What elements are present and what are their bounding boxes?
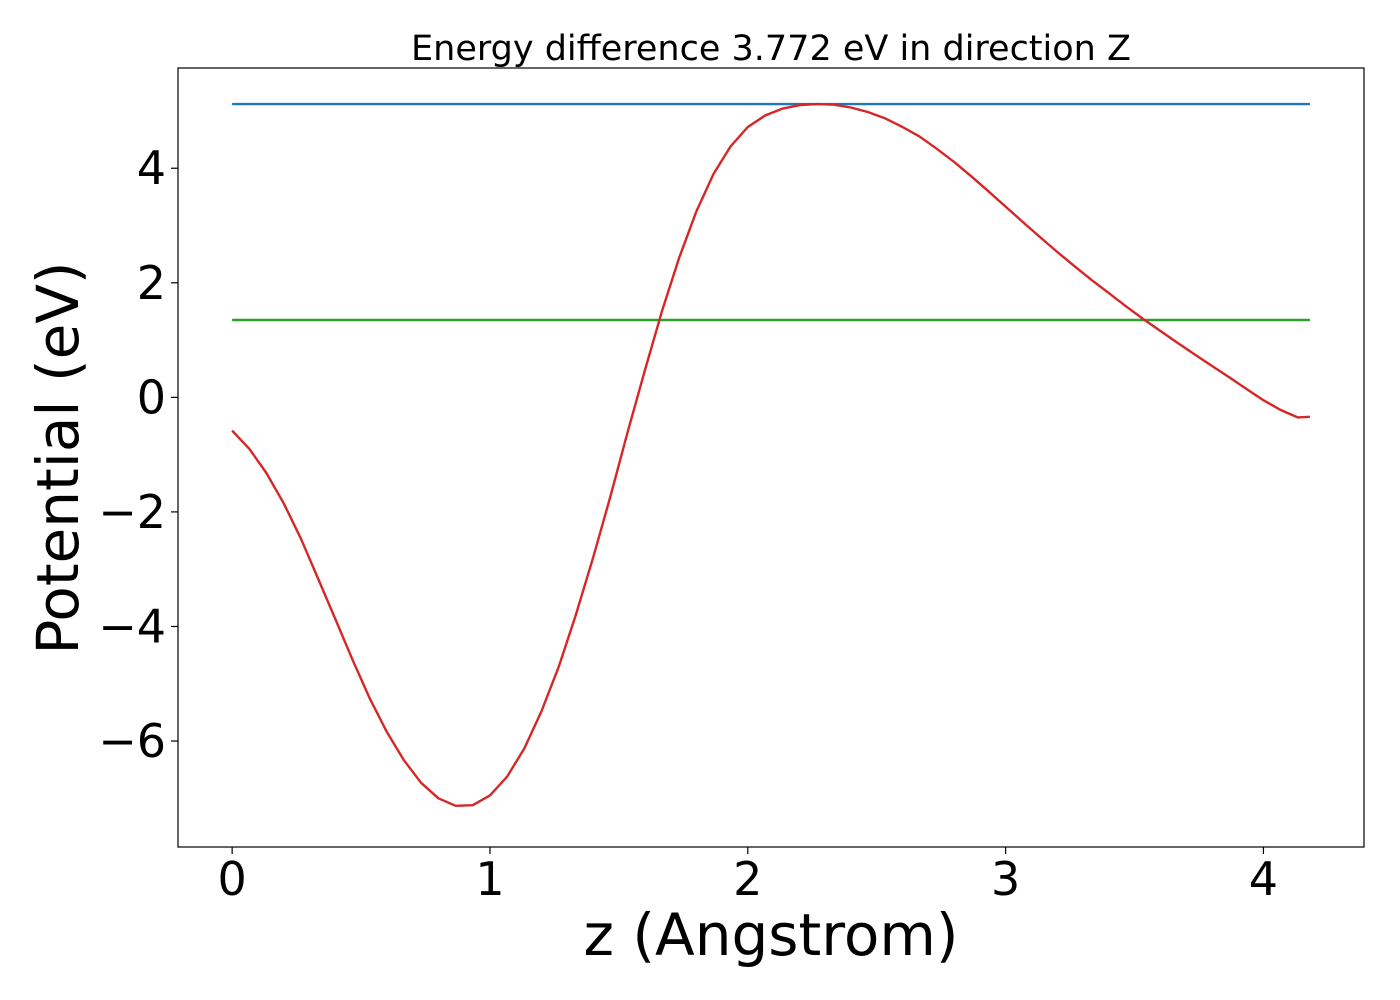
x-axis: 0 1 2 3 4 [218,847,1278,906]
x-tick-label: 0 [218,852,247,906]
y-tick-label: −4 [98,599,166,653]
chart-title: Energy difference 3.772 eV in direction … [411,29,1131,69]
y-tick-label: 4 [137,141,166,195]
y-tick-label: −6 [98,714,166,768]
y-axis: −6 −4 −2 0 2 4 [98,141,178,768]
y-tick-label: 2 [137,256,166,310]
y-tick-label: −2 [98,485,166,539]
x-axis-title: z (Angstrom) [584,901,959,969]
y-axis-title: Potential (eV) [24,261,92,654]
x-tick-label: 2 [733,852,762,906]
x-tick-label: 1 [475,852,504,906]
y-tick-label: 0 [137,370,166,424]
plot-frame [177,67,1365,848]
series-line-0 [231,102,1310,807]
x-tick-label: 3 [991,852,1020,906]
x-tick-label: 4 [1249,852,1278,906]
plot-area [231,102,1310,807]
